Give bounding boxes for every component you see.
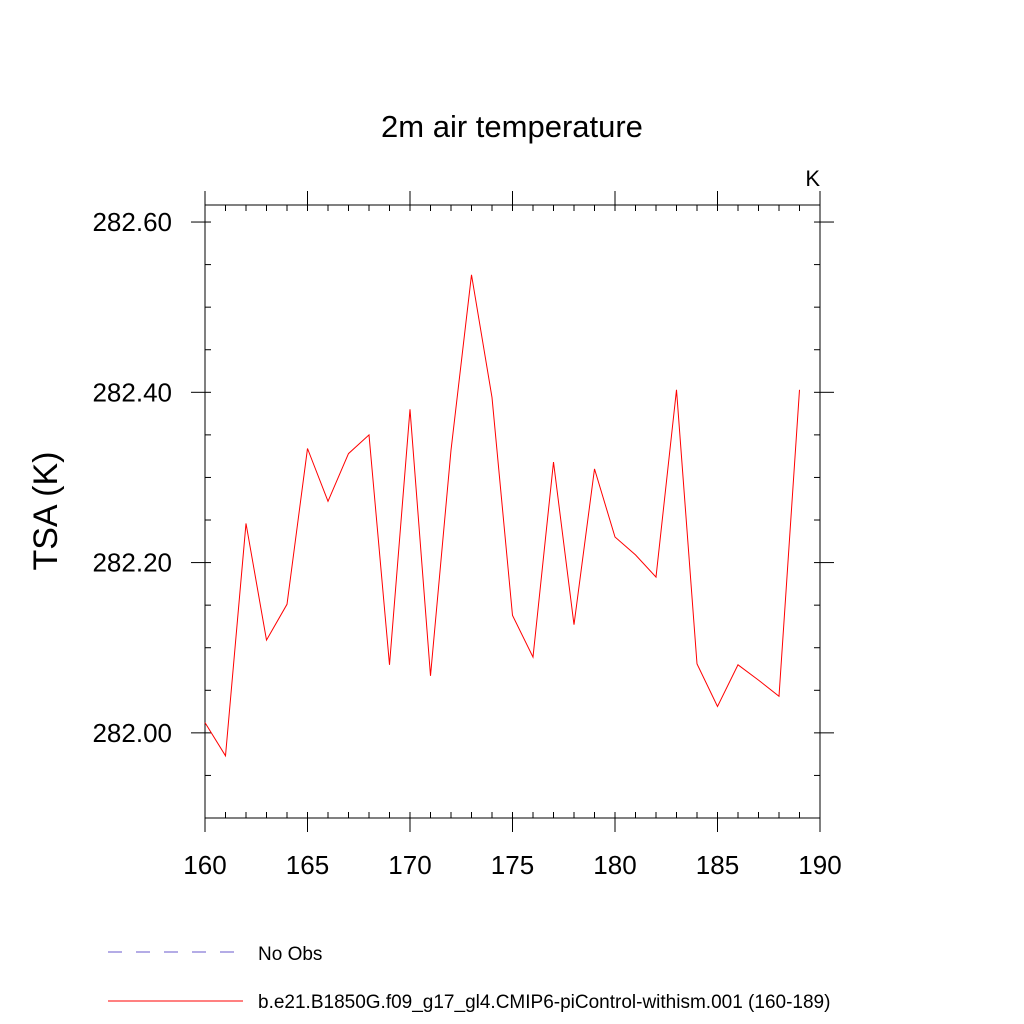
x-tick-label: 165 (286, 850, 329, 880)
plot-frame (204, 204, 821, 819)
units-label: K (805, 166, 820, 191)
y-axis-label: TSA (K) (27, 451, 65, 570)
series-lines (204, 274, 800, 758)
x-tick-label: 185 (696, 850, 739, 880)
y-tick-label: 282.00 (92, 718, 172, 748)
x-tick-label: 170 (388, 850, 431, 880)
x-tick-label: 180 (593, 850, 636, 880)
y-axis-ticks: 282.00 282.20 282.40 282.60 (92, 207, 834, 819)
chart-title: 2m air temperature (381, 109, 643, 144)
legend: No Obs b.e21.B1850G.f09_g17_gl4.CMIP6-pi… (108, 944, 830, 1013)
x-tick-label: 160 (183, 850, 226, 880)
y-tick-label: 282.40 (92, 377, 172, 407)
x-axis-ticks: 160 165 170 175 180 185 190 (183, 191, 842, 880)
legend-label-piControl: b.e21.B1850G.f09_g17_gl4.CMIP6-piControl… (258, 992, 830, 1013)
plot-area (204, 204, 821, 819)
legend-label-no-obs: No Obs (258, 944, 322, 965)
series-line (204, 274, 800, 758)
y-tick-label: 282.20 (92, 548, 172, 578)
x-tick-label: 175 (491, 850, 534, 880)
y-tick-label: 282.60 (92, 207, 172, 237)
x-tick-label: 190 (798, 850, 841, 880)
